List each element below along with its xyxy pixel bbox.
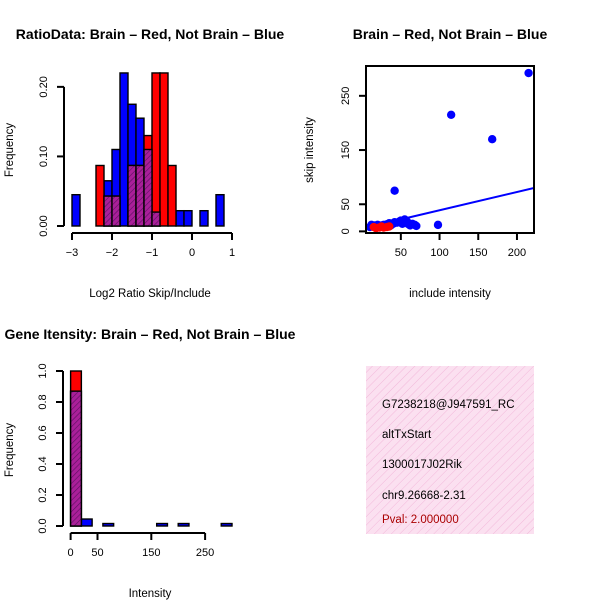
intensity-bar-not-brain bbox=[102, 522, 115, 527]
ratio-y-tick-label: 0.10 bbox=[38, 146, 50, 167]
ratio-bar-not-brain bbox=[215, 193, 225, 227]
scatter-y-tick-label: 250 bbox=[340, 87, 352, 105]
ratio-bar-not-brain bbox=[71, 193, 81, 227]
intensity-x-tick-label: 0 bbox=[68, 547, 74, 559]
ratio-bar-overlap bbox=[143, 148, 153, 227]
intensity-y-tick-label: 0.0 bbox=[37, 518, 49, 533]
ratio-chart-title: RatioData: Brain – Red, Not Brain – Blue bbox=[16, 26, 285, 42]
ratio-histogram-panel: RatioData: Brain – Red, Not Brain – Blue… bbox=[4, 26, 284, 300]
ratio-bar-overlap bbox=[111, 195, 121, 227]
intensity-x-tick-label: 50 bbox=[91, 547, 103, 559]
scatter-point-not-brain bbox=[524, 68, 533, 78]
intensity-y-tick-label: 0.2 bbox=[37, 487, 49, 502]
scatter-chart-title: Brain – Red, Not Brain – Blue bbox=[353, 26, 548, 42]
ratio-bar-not-brain bbox=[119, 72, 129, 227]
intensity-bar-not-brain bbox=[177, 522, 190, 527]
info-event-type: altTxStart bbox=[382, 429, 432, 441]
scatter-x-tick-label: 150 bbox=[469, 247, 487, 259]
intensity-bar-not-brain bbox=[155, 522, 169, 527]
ratio-histogram-bars bbox=[71, 72, 225, 227]
ratio-x-tick-label: −2 bbox=[106, 247, 119, 259]
ratio-bar-overlap bbox=[135, 164, 145, 227]
intensity-x-tick-label: 150 bbox=[142, 547, 160, 559]
ratio-bar-brain bbox=[159, 72, 169, 227]
intensity-x-axis-label: Intensity bbox=[129, 588, 172, 600]
ratio-bar-not-brain bbox=[175, 209, 185, 227]
scatter-y-axis-label: skip intensity bbox=[304, 117, 316, 183]
scatter-x-tick-label: 50 bbox=[395, 247, 407, 259]
intensity-x-tick-label: 250 bbox=[196, 547, 214, 559]
info-panel-background bbox=[366, 366, 534, 534]
ratio-x-axis-label: Log2 Ratio Skip/Include bbox=[89, 288, 210, 300]
scatter-y-tick-label: 0 bbox=[340, 228, 352, 234]
ratio-x-tick-label: 1 bbox=[229, 247, 235, 259]
scatter-point-not-brain bbox=[487, 134, 497, 144]
ratio-x-tick-label: −1 bbox=[146, 247, 159, 259]
intensity-bar-not-brain bbox=[220, 522, 233, 527]
intensity-chart-title: Gene Itensity: Brain – Red, Not Brain – … bbox=[5, 326, 296, 342]
ratio-bar-not-brain bbox=[199, 209, 209, 227]
scatter-x-tick-label: 200 bbox=[508, 247, 526, 259]
ratio-y-tick-label: 0.00 bbox=[38, 215, 50, 236]
scatter-point-brain bbox=[385, 222, 394, 231]
intensity-histogram-axes: 0 50 150 250 0.0 0.2 0.4 0.6 0.8 1.0 bbox=[37, 363, 214, 559]
scatter-y-tick-label: 150 bbox=[340, 141, 352, 159]
ratio-y-tick-label: 0.20 bbox=[38, 76, 50, 97]
ratio-bar-overlap bbox=[103, 195, 113, 227]
ratio-bar-brain bbox=[167, 164, 177, 227]
scatter-x-tick-label: 100 bbox=[430, 247, 448, 259]
intensity-bar-not-brain bbox=[80, 518, 93, 527]
scatter-y-tick-label: 50 bbox=[340, 198, 352, 210]
ratio-bar-overlap bbox=[127, 164, 137, 227]
ratio-bar-brain bbox=[151, 72, 161, 227]
intensity-histogram-bars bbox=[69, 370, 233, 527]
ratio-y-axis-label: Frequency bbox=[4, 123, 16, 178]
ratio-histogram-axes: −3 −2 −1 0 1 0.00 0.10 0.20 bbox=[38, 76, 235, 259]
ratio-bar-brain bbox=[95, 164, 105, 227]
scatter-point-not-brain bbox=[412, 221, 421, 231]
scatter-plot-area: 50 100 150 200 0 50 150 250 bbox=[340, 65, 535, 259]
scatter-point-not-brain bbox=[390, 186, 399, 195]
ratio-x-tick-label: 0 bbox=[189, 247, 195, 259]
ratio-bar-overlap bbox=[151, 211, 161, 227]
scatter-panel: Brain – Red, Not Brain – Blue 50 100 150 20… bbox=[304, 26, 547, 300]
scatter-x-axis-label: include intensity bbox=[409, 288, 491, 300]
info-probe-id: G7238218@J947591_RC bbox=[382, 399, 515, 411]
scatter-point-not-brain bbox=[446, 110, 456, 119]
intensity-bar-overlap bbox=[69, 390, 83, 527]
scatter-point-not-brain bbox=[433, 220, 443, 230]
intensity-y-tick-label: 1.0 bbox=[37, 363, 49, 378]
ratio-x-tick-label: −3 bbox=[66, 247, 79, 259]
intensity-y-tick-label: 0.4 bbox=[37, 456, 49, 471]
intensity-y-axis-label: Frequency bbox=[4, 423, 16, 478]
intensity-y-tick-label: 0.8 bbox=[37, 394, 49, 409]
intensity-y-tick-label: 0.6 bbox=[37, 425, 49, 440]
info-pvalue: Pval: 2.000000 bbox=[382, 514, 459, 526]
scatter-clip bbox=[366, 68, 534, 233]
info-panel-clip: G7238218@J947591_RC altTxStart 1300017J0… bbox=[382, 399, 515, 526]
info-panel: G7238218@J947591_RC altTxStart 1300017J0… bbox=[366, 366, 534, 534]
intensity-histogram-panel: Gene Itensity: Brain – Red, Not Brain – … bbox=[4, 326, 296, 600]
info-gene-name: 1300017J02Rik bbox=[382, 459, 462, 471]
info-location: chr9.26668-2.31 bbox=[382, 490, 466, 502]
ratio-bar-not-brain bbox=[183, 209, 193, 227]
